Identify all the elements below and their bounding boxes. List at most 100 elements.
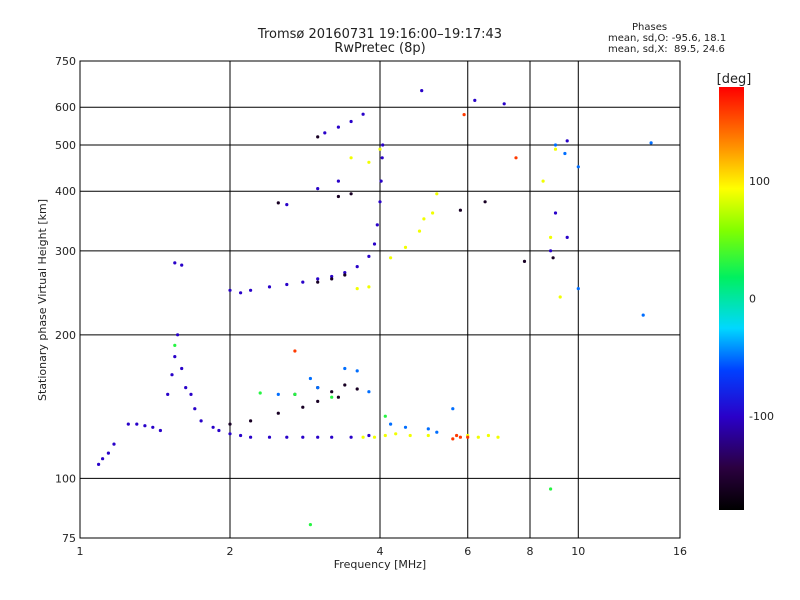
data-point bbox=[316, 399, 320, 403]
data-point bbox=[435, 192, 439, 196]
chart-subtitle: RwPretec (8p) bbox=[334, 41, 426, 56]
data-point bbox=[435, 430, 439, 434]
data-point bbox=[267, 285, 272, 289]
data-point bbox=[151, 425, 155, 429]
data-point bbox=[649, 141, 653, 145]
y-tick-label: 750 bbox=[55, 55, 76, 68]
data-point bbox=[301, 405, 305, 409]
y-tick-label: 100 bbox=[55, 472, 76, 485]
x-tick-label: 4 bbox=[377, 545, 384, 558]
data-point bbox=[276, 392, 280, 396]
data-point bbox=[541, 179, 545, 183]
colorbar-tick-label: 0 bbox=[749, 293, 756, 306]
data-point bbox=[458, 435, 462, 439]
data-point bbox=[451, 437, 455, 441]
data-point bbox=[189, 392, 193, 396]
x-tick-label: 8 bbox=[527, 545, 534, 558]
data-point bbox=[217, 428, 221, 433]
data-point bbox=[349, 192, 353, 196]
x-ticks: 1 2 4 6 8 10 16 bbox=[77, 545, 688, 558]
data-point bbox=[558, 295, 562, 299]
data-point bbox=[389, 256, 393, 260]
data-point bbox=[228, 432, 232, 436]
data-point bbox=[173, 355, 177, 359]
data-point bbox=[316, 135, 320, 139]
data-point bbox=[308, 376, 312, 381]
data-point bbox=[576, 287, 580, 291]
data-point bbox=[431, 211, 435, 215]
data-point bbox=[330, 274, 334, 279]
chart-title: Tromsø 20160731 19:16:00–19:17:43 bbox=[257, 27, 503, 42]
data-point bbox=[641, 313, 645, 317]
y-tick-label: 300 bbox=[55, 245, 76, 258]
data-point bbox=[403, 245, 408, 249]
data-point bbox=[343, 271, 347, 275]
data-point bbox=[135, 422, 139, 426]
data-point bbox=[228, 288, 232, 292]
x-tick-label: 6 bbox=[464, 545, 471, 558]
data-point bbox=[473, 98, 477, 102]
data-point bbox=[330, 390, 334, 394]
data-point bbox=[553, 147, 558, 151]
data-point bbox=[276, 411, 280, 415]
data-point bbox=[394, 432, 398, 436]
data-point bbox=[522, 259, 527, 263]
data-point bbox=[422, 217, 426, 221]
data-point bbox=[476, 435, 480, 439]
data-points bbox=[97, 89, 653, 527]
data-point bbox=[249, 288, 253, 292]
data-point bbox=[228, 422, 232, 426]
data-point bbox=[381, 143, 385, 147]
data-point bbox=[180, 366, 184, 371]
data-point bbox=[417, 229, 422, 233]
data-point bbox=[367, 390, 371, 394]
data-point bbox=[458, 208, 462, 212]
data-point bbox=[199, 419, 203, 423]
data-point bbox=[372, 435, 377, 439]
data-point bbox=[316, 386, 320, 390]
data-point bbox=[143, 424, 147, 428]
data-point bbox=[451, 407, 455, 411]
data-point bbox=[349, 435, 353, 439]
data-point bbox=[403, 425, 408, 429]
data-point bbox=[249, 435, 253, 439]
data-point bbox=[173, 343, 177, 347]
data-point bbox=[316, 435, 320, 439]
colorbar-label: [deg] bbox=[717, 72, 752, 87]
data-point bbox=[502, 102, 506, 106]
y-tick-label: 500 bbox=[55, 139, 76, 152]
data-point bbox=[343, 366, 347, 371]
data-point bbox=[367, 160, 371, 164]
data-point bbox=[378, 147, 382, 151]
data-point bbox=[239, 433, 243, 438]
data-point bbox=[367, 254, 371, 258]
data-point bbox=[367, 285, 371, 289]
data-point bbox=[349, 119, 353, 124]
colorbar bbox=[719, 87, 744, 510]
data-point bbox=[361, 435, 365, 439]
y-axis-label: Stationary phase Virtual Height [km] bbox=[36, 199, 49, 401]
grid-lines bbox=[80, 61, 680, 538]
data-point bbox=[408, 433, 412, 438]
data-point bbox=[336, 125, 340, 129]
data-point bbox=[184, 386, 188, 390]
data-point bbox=[276, 201, 280, 205]
data-point bbox=[549, 249, 553, 253]
data-point bbox=[336, 194, 340, 199]
data-point bbox=[355, 265, 359, 269]
data-point bbox=[565, 235, 569, 239]
data-point bbox=[336, 179, 340, 183]
data-point bbox=[126, 422, 130, 426]
data-point bbox=[563, 151, 567, 156]
data-point bbox=[486, 433, 490, 438]
data-point bbox=[343, 273, 347, 277]
data-point bbox=[258, 391, 262, 395]
data-point bbox=[553, 143, 558, 147]
data-point bbox=[112, 442, 116, 446]
data-point bbox=[173, 261, 177, 265]
data-point bbox=[549, 235, 553, 239]
data-point bbox=[180, 263, 184, 267]
colorbar-tick-label: -100 bbox=[749, 410, 774, 423]
data-point bbox=[372, 242, 377, 246]
